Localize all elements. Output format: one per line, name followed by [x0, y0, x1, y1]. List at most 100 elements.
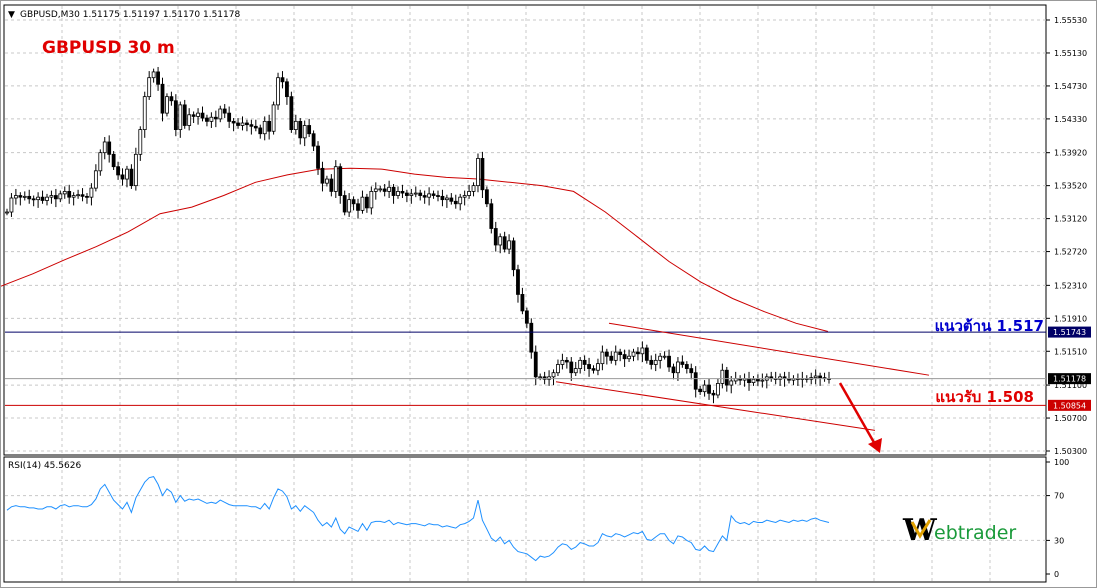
rsi-line: [6, 476, 830, 562]
candle-body: [316, 145, 320, 169]
candle-body: [76, 194, 80, 197]
candle-body: [227, 112, 232, 122]
svg-text:1.50854: 1.50854: [1053, 401, 1086, 410]
candle-body: [365, 196, 369, 209]
candle-body: [613, 351, 618, 361]
support-annotation: แนวรับ 1.508: [935, 388, 1034, 406]
candle-body: [111, 153, 116, 168]
candle-body: [671, 366, 676, 374]
candle-body: [653, 359, 658, 365]
candles: [5, 66, 831, 404]
candle-body: [658, 355, 663, 361]
candle-body: [245, 122, 249, 126]
candle-body: [667, 355, 671, 368]
candle-body: [471, 185, 476, 192]
candle-body: [351, 199, 356, 205]
candle-body: [462, 195, 467, 198]
rsi-panel: [3, 456, 1047, 583]
svg-text:W: W: [902, 513, 938, 548]
candle-body: [547, 376, 551, 380]
candle-body: [9, 197, 14, 213]
candle-body: [333, 166, 338, 192]
candle-body: [427, 193, 432, 198]
candle-body: [640, 347, 645, 355]
candle-body: [231, 120, 236, 124]
candle-body: [511, 240, 516, 271]
candle-body: [702, 384, 707, 393]
candle-body: [556, 364, 560, 374]
candle-body: [249, 124, 254, 127]
chart-menu-icon[interactable]: ▼: [8, 10, 15, 20]
candle-body: [293, 120, 298, 131]
candle-body: [13, 195, 18, 199]
y-tick-label: 1.53920: [1054, 149, 1087, 158]
candle-body: [182, 104, 187, 126]
candle-body: [609, 355, 614, 361]
moving-average-line: [0, 167, 829, 332]
candle-body: [449, 197, 454, 202]
candle-body: [422, 195, 427, 198]
candle-body: [347, 199, 352, 213]
candle-body: [62, 191, 67, 195]
candle-body: [751, 378, 756, 384]
candle-body: [542, 376, 547, 380]
y-tick-label: 1.53120: [1054, 215, 1087, 224]
candle-body: [125, 168, 129, 180]
candle-body: [484, 189, 489, 205]
webtrader-logo: W ebtrader: [902, 513, 1016, 548]
rsi-label: RSI(14) 45.5626: [8, 461, 81, 471]
candle-body: [302, 125, 307, 139]
channel-upper-line: [608, 322, 930, 376]
y-tick-label: 1.54730: [1054, 82, 1087, 91]
rsi-tick-label: 0: [1054, 570, 1059, 579]
candle-body: [258, 127, 263, 135]
candle-body: [813, 375, 818, 379]
candle-body: [529, 322, 534, 353]
candle-body: [187, 114, 192, 126]
candle-body: [218, 108, 223, 120]
candle-body: [80, 194, 85, 197]
candle-body: [493, 228, 498, 246]
candle-body: [338, 166, 343, 196]
candle-body: [520, 294, 525, 312]
candle-body: [458, 196, 463, 205]
candle-body: [396, 191, 400, 196]
candle-body: [360, 196, 365, 211]
candle-body: [596, 363, 600, 371]
candle-body: [604, 351, 609, 357]
candle-body: [467, 191, 471, 196]
candle-body: [716, 383, 720, 396]
candle-body: [431, 193, 436, 196]
candle-body: [587, 364, 591, 369]
candle-body: [582, 359, 587, 365]
candle-body: [409, 193, 414, 196]
main-price-axis: 1.55530 1.55130 1.54730 1.54330 1.53920 1.535…: [1046, 16, 1087, 456]
candle-body: [356, 203, 360, 211]
candle-body: [480, 158, 485, 191]
candle-body: [524, 310, 529, 324]
candle-body: [760, 379, 765, 382]
candle-body: [778, 376, 783, 380]
candle-body: [133, 153, 138, 187]
candle-body: [369, 191, 374, 209]
candle-body: [498, 236, 503, 246]
candle-body: [307, 125, 312, 135]
candle-body: [551, 372, 556, 378]
candle-body: [600, 351, 605, 365]
support-price-tag: 1.50854: [1048, 399, 1091, 411]
candle-body: [253, 125, 258, 129]
candle-body: [507, 240, 511, 250]
candle-body: [578, 359, 583, 369]
rsi-axis: 100 70 30 0: [1046, 458, 1069, 579]
candle-body: [116, 166, 120, 176]
candle-body: [400, 191, 405, 194]
candle-body: [67, 191, 72, 198]
svg-text:1.51178: 1.51178: [1053, 375, 1086, 384]
y-tick-label: 1.50300: [1054, 447, 1087, 456]
candle-body: [707, 384, 711, 394]
candle-body: [311, 133, 316, 147]
chart-title: GBPUSD 30 m: [42, 38, 175, 58]
candle-body: [36, 196, 41, 201]
y-tick-label: 1.54330: [1054, 115, 1087, 124]
